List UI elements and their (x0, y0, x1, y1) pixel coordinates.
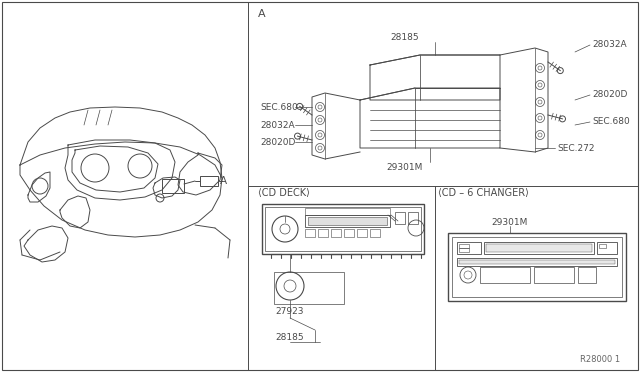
Bar (459, 260, 615, 264)
Bar (457, 242, 481, 254)
Bar (597, 242, 617, 254)
Bar (480, 267, 530, 283)
Bar (448, 233, 626, 301)
Text: 28185: 28185 (276, 334, 304, 343)
Text: 28020D: 28020D (592, 90, 627, 99)
Bar (395, 212, 405, 224)
Text: SEC.680: SEC.680 (592, 116, 630, 125)
Bar (200, 176, 218, 186)
Bar (578, 267, 596, 283)
Text: ⟨CD – 6 CHANGER⟩: ⟨CD – 6 CHANGER⟩ (438, 188, 529, 198)
Bar (305, 229, 315, 237)
Bar (318, 229, 328, 237)
Bar (162, 179, 184, 193)
Text: SEC.680: SEC.680 (260, 103, 298, 112)
Bar (459, 248, 469, 252)
Bar (265, 207, 421, 251)
Text: 28032A: 28032A (260, 121, 294, 129)
Bar (274, 272, 344, 304)
Text: SEC.272: SEC.272 (557, 144, 595, 153)
Bar (408, 212, 418, 224)
Bar (305, 208, 390, 215)
Text: 28020D: 28020D (260, 138, 296, 147)
Bar (599, 244, 606, 248)
Bar (452, 237, 622, 297)
Bar (457, 258, 617, 266)
Bar (344, 229, 354, 237)
Bar (357, 229, 367, 237)
Text: A: A (258, 9, 266, 19)
Bar (459, 244, 469, 248)
Text: ⟨CD DECK⟩: ⟨CD DECK⟩ (258, 188, 310, 198)
Text: 27923: 27923 (276, 308, 304, 317)
Bar (262, 204, 424, 254)
Text: 28032A: 28032A (592, 39, 627, 48)
Bar (370, 229, 380, 237)
Bar (331, 229, 341, 237)
Bar (484, 242, 594, 254)
Text: 28185: 28185 (390, 32, 419, 42)
Text: 29301M: 29301M (387, 163, 423, 171)
Bar (486, 244, 592, 252)
Bar (534, 267, 574, 283)
Bar (305, 215, 390, 227)
Text: 29301M: 29301M (492, 218, 528, 227)
Text: R28000 1: R28000 1 (580, 356, 620, 365)
Bar (308, 217, 387, 225)
Text: A: A (220, 176, 227, 186)
